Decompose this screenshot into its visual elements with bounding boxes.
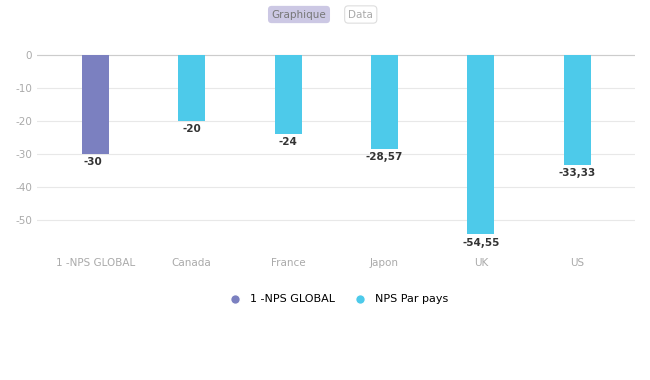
Text: Graphique: Graphique — [272, 10, 326, 19]
Text: -54,55: -54,55 — [462, 238, 499, 248]
Bar — [82, 55, 109, 154]
Text: -20: -20 — [182, 124, 201, 134]
Bar — [274, 55, 302, 134]
Text: Data: Data — [348, 10, 373, 19]
Text: -30: -30 — [84, 157, 103, 167]
Text: -24: -24 — [279, 138, 298, 147]
Bar — [467, 55, 494, 234]
Bar — [564, 55, 591, 165]
Text: -28,57: -28,57 — [366, 152, 403, 162]
Text: -33,33: -33,33 — [558, 168, 596, 178]
Bar — [178, 55, 205, 121]
Bar — [371, 55, 398, 149]
Legend: 1 -NPS GLOBAL, NPS Par pays: 1 -NPS GLOBAL, NPS Par pays — [219, 290, 453, 309]
